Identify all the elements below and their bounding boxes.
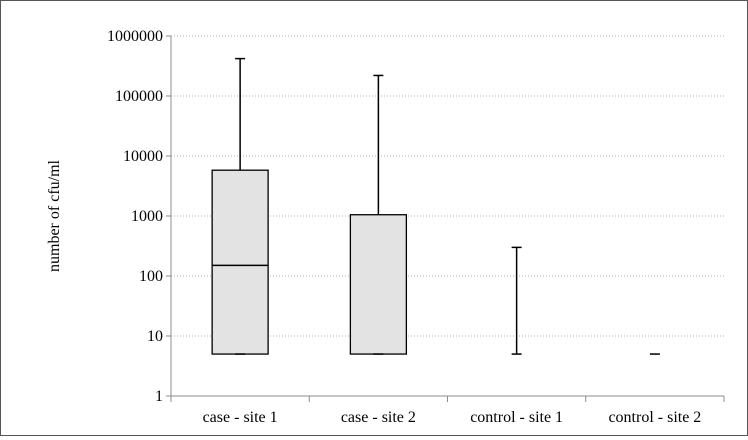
x-category-label: control - site 2 xyxy=(608,409,701,426)
box-group xyxy=(211,57,269,355)
x-category-label: case - site 1 xyxy=(203,409,278,426)
y-tick-label: 1000000 xyxy=(107,28,163,45)
box-group xyxy=(349,74,408,355)
x-category-label: case - site 2 xyxy=(341,409,416,426)
y-tick-label: 10000 xyxy=(123,148,163,165)
axes xyxy=(166,35,725,402)
y-tick-label: 1000 xyxy=(131,208,163,225)
labels: 1 10 100 1000 10000 100000 1000000 case - site … xyxy=(107,28,701,426)
y-tick-label: 100 xyxy=(139,268,163,285)
y-tick-label: 100000 xyxy=(115,88,163,105)
box-group xyxy=(511,246,522,355)
boxes xyxy=(211,57,660,355)
y-tick-label: 1 xyxy=(155,388,163,405)
iqr-box xyxy=(349,214,408,355)
y-axis-title: number of cfu/ml xyxy=(46,159,63,272)
gridlines xyxy=(171,35,724,337)
x-category-label: control - site 1 xyxy=(470,409,563,426)
y-tick-label: 10 xyxy=(147,328,163,345)
iqr-box xyxy=(211,169,269,355)
